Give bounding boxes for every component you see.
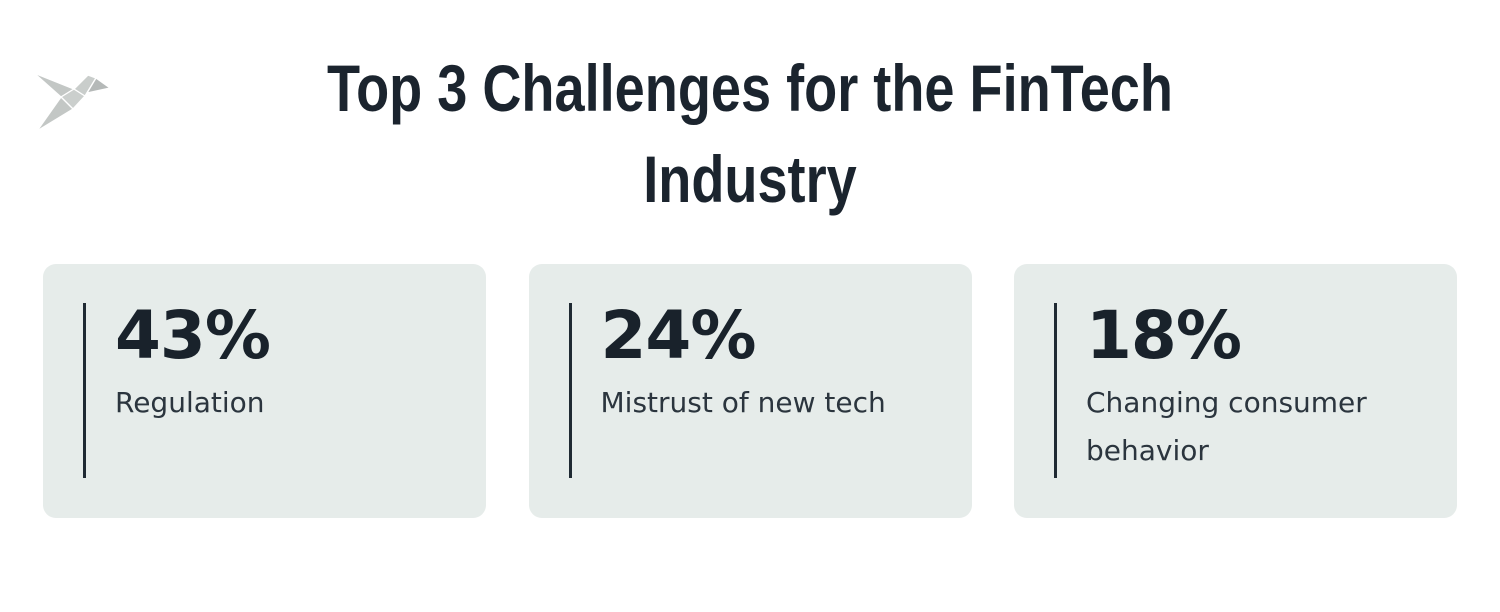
stat-value: 24% <box>600 297 757 374</box>
infographic-canvas: Top 3 Challenges for the FinTech Industr… <box>0 43 1500 518</box>
stat-cards-row: 43% Regulation 24% Mistrust of new tech … <box>0 264 1500 518</box>
stat-card-content: 43% Regulation <box>115 297 271 427</box>
stat-card-content: 24% Mistrust of new tech <box>601 303 886 427</box>
stat-value: 18% <box>1086 297 1242 374</box>
accent-divider <box>1054 303 1057 478</box>
stat-label: Changing consumer behavior <box>1086 386 1367 467</box>
origami-bird-icon <box>33 72 111 132</box>
stat-card-regulation: 43% Regulation <box>43 264 486 518</box>
stat-value: 43% <box>115 297 271 374</box>
origami-bird-logo <box>30 70 112 132</box>
page-title-line-1: Top 3 Challenges for the FinTech <box>327 51 1173 125</box>
stat-card-mistrust: 24% Mistrust of new tech <box>528 264 972 518</box>
page-title-line-2: Industry <box>643 142 857 216</box>
stat-card-consumer-behavior: 18% Changing consumer behavior <box>1014 264 1457 518</box>
stat-card-content: 18% Changing consumer behavior <box>1086 303 1416 475</box>
accent-divider <box>83 303 86 478</box>
page-title: Top 3 Challenges for the FinTech Industr… <box>135 43 1365 225</box>
stat-label: Mistrust of new tech <box>600 386 886 419</box>
accent-divider <box>568 303 572 478</box>
stat-label: Regulation <box>115 386 265 419</box>
